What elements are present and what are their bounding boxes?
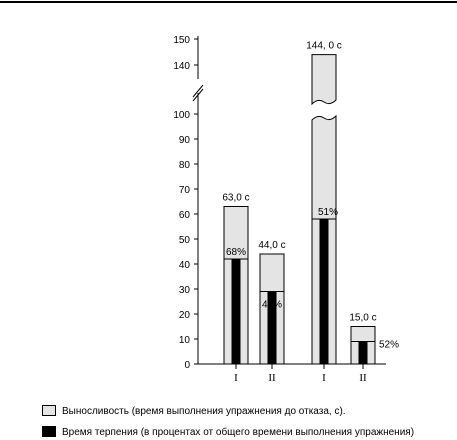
y-tick-label: 40 (179, 260, 191, 271)
legend-item-endurance: Выносливость (время выполнения упражнени… (42, 405, 346, 418)
category-label: I (322, 372, 326, 384)
y-tick-label: 60 (179, 210, 191, 221)
bar-tolerance (319, 219, 329, 364)
legend-swatch-endurance (42, 405, 56, 416)
y-tick-label: 100 (173, 110, 190, 121)
category-label: I (234, 372, 238, 384)
y-tick-label: 150 (173, 35, 190, 46)
axis-break-mark-1 (192, 84, 204, 98)
y-tick-label: 30 (179, 285, 191, 296)
data-label-tolerance: 44% (262, 300, 282, 311)
data-label-endurance: 144, 0 с (306, 41, 342, 52)
category-label: II (268, 372, 276, 384)
y-tick-label: 20 (179, 310, 191, 321)
y-tick-label: 50 (179, 235, 191, 246)
legend-label-tolerance: Время терпения (в процентах от общего вр… (62, 427, 415, 438)
bar-tolerance (267, 291, 277, 364)
legend-swatch-tolerance (42, 426, 56, 437)
axis-break-mark-2 (192, 88, 204, 102)
y-tick-label: 140 (173, 61, 190, 72)
bar-chart: 0 10 20 30 40 50 60 70 80 90 100 140 150 63,0 с 68% I 44… (173, 35, 399, 384)
bar-tolerance (358, 341, 368, 364)
data-label-endurance: 63,0 с (222, 193, 249, 204)
data-label-endurance: 44,0 с (258, 240, 285, 251)
y-tick-label: 90 (179, 135, 191, 146)
y-tick-label: 80 (179, 160, 191, 171)
y-tick-label: 10 (179, 335, 191, 346)
y-tick-label: 70 (179, 185, 191, 196)
bar-tolerance (231, 259, 241, 364)
bar-endurance-upper (311, 54, 337, 106)
y-tick-label: 0 (184, 360, 190, 371)
top-rule (0, 1, 457, 3)
legend-item-tolerance: Время терпения (в процентах от общего вр… (42, 426, 414, 439)
data-label-tolerance: 52% (379, 340, 399, 351)
legend-label-endurance: Выносливость (время выполнения упражнени… (62, 406, 346, 417)
data-label-tolerance: 51% (318, 207, 338, 218)
data-label-tolerance: 68% (226, 247, 246, 258)
category-label: II (359, 372, 367, 384)
data-label-endurance: 15,0 с (349, 313, 376, 324)
